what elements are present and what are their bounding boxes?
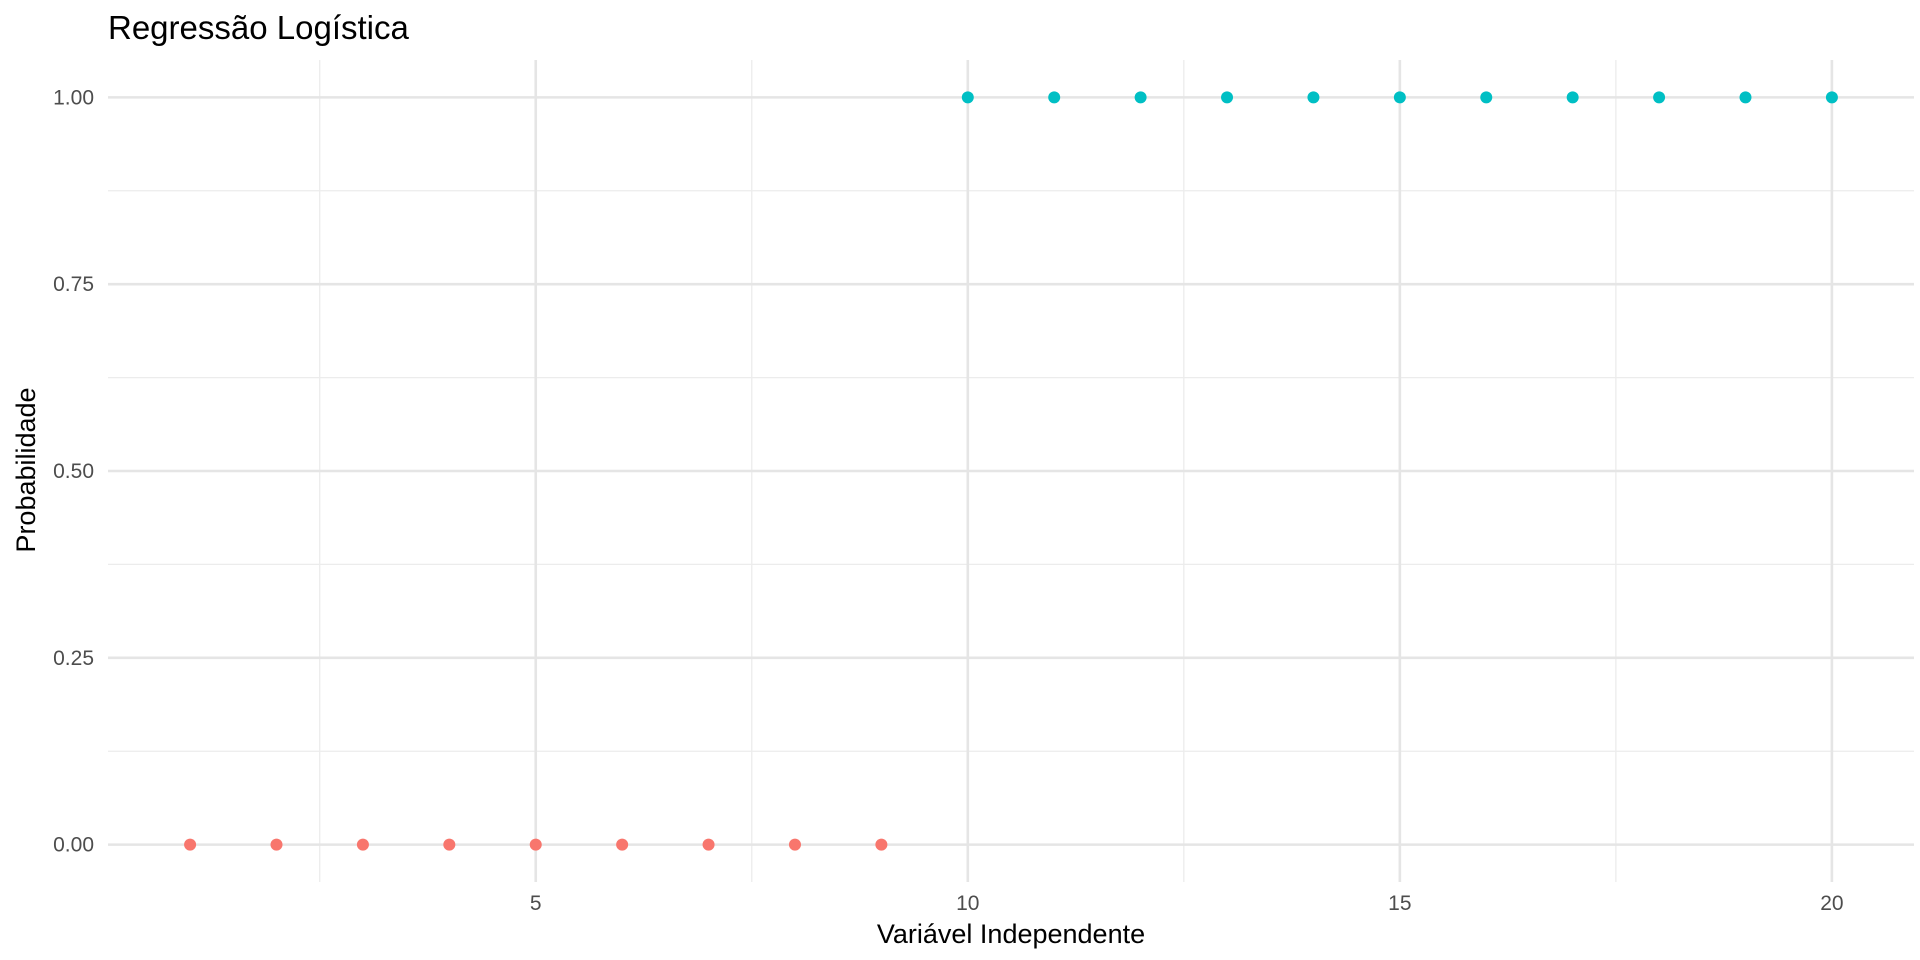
data-point <box>270 838 283 851</box>
x-axis-tick-labels: 5 10 15 20 <box>530 892 1844 915</box>
data-point <box>184 838 197 851</box>
data-point <box>1134 91 1147 104</box>
chart-title: Regressão Logística <box>108 9 409 46</box>
data-point <box>529 838 542 851</box>
x-tick-label: 20 <box>1820 892 1843 915</box>
data-point <box>1048 91 1061 104</box>
data-point <box>1653 91 1666 104</box>
x-tick-label: 10 <box>956 892 979 915</box>
data-point <box>356 838 369 851</box>
x-axis-title: Variável Independente <box>877 919 1145 949</box>
y-tick-label: 0.25 <box>53 647 94 670</box>
data-point <box>1393 91 1406 104</box>
y-axis-title: Probabilidade <box>11 387 41 552</box>
data-point <box>1566 91 1579 104</box>
y-axis-tick-labels: 0.00 0.25 0.50 0.75 1.00 <box>53 86 94 856</box>
data-point <box>875 838 888 851</box>
data-point <box>1480 91 1493 104</box>
x-tick-label: 5 <box>530 892 542 915</box>
y-tick-label: 1.00 <box>53 86 94 109</box>
y-tick-label: 0.50 <box>53 460 94 483</box>
data-point <box>443 838 456 851</box>
data-point <box>702 838 715 851</box>
data-point <box>961 91 974 104</box>
data-points <box>184 91 1838 851</box>
major-gridlines <box>108 60 1914 882</box>
x-tick-label: 15 <box>1388 892 1411 915</box>
minor-gridlines <box>108 60 1914 882</box>
data-point <box>1307 91 1320 104</box>
y-tick-label: 0.00 <box>53 834 94 857</box>
data-point <box>1739 91 1752 104</box>
data-point <box>616 838 629 851</box>
data-point <box>1825 91 1838 104</box>
y-tick-label: 0.75 <box>53 273 94 296</box>
data-point <box>788 838 801 851</box>
data-point <box>1221 91 1234 104</box>
